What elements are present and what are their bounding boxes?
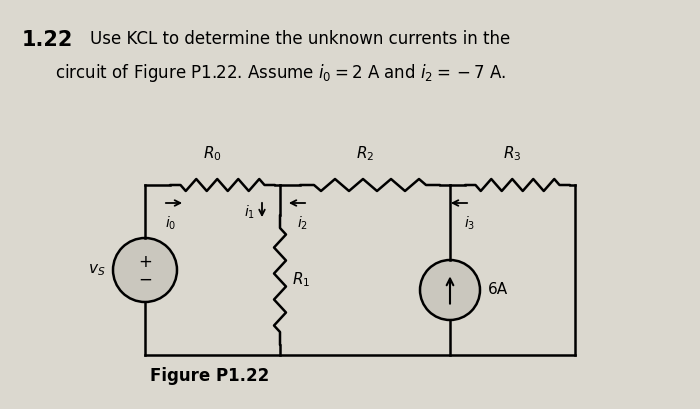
Text: $i_0$: $i_0$ (165, 215, 176, 232)
Text: $i_2$: $i_2$ (298, 215, 309, 232)
Text: $R_1$: $R_1$ (292, 271, 310, 289)
Text: $i_3$: $i_3$ (464, 215, 475, 232)
Text: 6A: 6A (488, 283, 508, 297)
Text: −: − (138, 271, 152, 289)
Text: circuit of Figure P1.22. Assume $i_0 = 2$ A and $i_2 = -7$ A.: circuit of Figure P1.22. Assume $i_0 = 2… (55, 62, 506, 84)
Text: Use KCL to determine the unknown currents in the: Use KCL to determine the unknown current… (90, 30, 510, 48)
Text: $v_S$: $v_S$ (88, 262, 105, 278)
Text: $R_3$: $R_3$ (503, 144, 522, 163)
Circle shape (420, 260, 480, 320)
Text: $R_0$: $R_0$ (203, 144, 222, 163)
Text: $R_2$: $R_2$ (356, 144, 374, 163)
Text: +: + (138, 253, 152, 271)
Text: $i_1$: $i_1$ (244, 203, 256, 221)
Text: 1.22: 1.22 (22, 30, 74, 50)
Circle shape (113, 238, 177, 302)
Text: Figure P1.22: Figure P1.22 (150, 367, 270, 385)
